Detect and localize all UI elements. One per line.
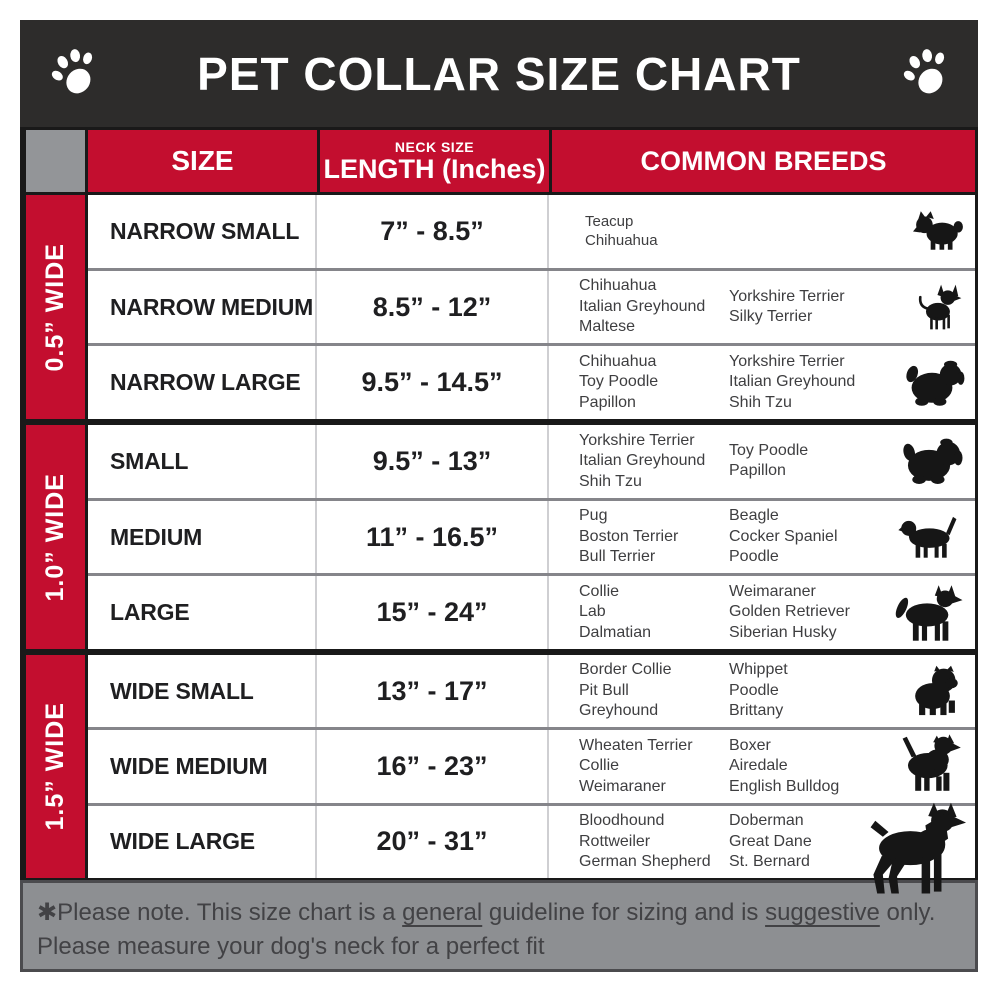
size-label: WIDE LARGE bbox=[88, 805, 317, 878]
table-row: WIDE MEDIUM 16” - 23” Wheaten Terrier Co… bbox=[88, 730, 975, 803]
note-underlined-word: suggestive bbox=[765, 899, 880, 926]
paw-print-icon bbox=[46, 47, 100, 101]
pit-bull-icon bbox=[899, 731, 965, 793]
breeds-column-1: Pug Boston Terrier Bull Terrier bbox=[579, 507, 679, 566]
note-text: ✱Please note. This size chart is a bbox=[37, 899, 403, 926]
breeds-column-2: Boxer Airedale English Bulldog bbox=[729, 736, 840, 795]
width-band-1-5: 1.5” WIDE bbox=[26, 655, 85, 878]
yorkshire-terrier-icon bbox=[913, 210, 965, 252]
neck-length-value: 9.5” - 14.5” bbox=[317, 346, 549, 420]
table-row: NARROW SMALL 7” - 8.5” Teacup Chihuahua bbox=[88, 195, 975, 268]
chihuahua-icon bbox=[913, 283, 965, 331]
german-shepherd-icon bbox=[893, 584, 965, 642]
size-label: NARROW SMALL bbox=[88, 195, 317, 268]
size-label: SMALL bbox=[88, 425, 317, 498]
breeds-column-2: Doberman Great Dane St. Bernard bbox=[729, 812, 812, 871]
neck-length-value: 20” - 31” bbox=[317, 805, 549, 878]
size-label: LARGE bbox=[88, 576, 317, 650]
neck-length-value: 7” - 8.5” bbox=[317, 195, 549, 268]
breeds-cell: Border Collie Pit Bull Greyhound Whippet… bbox=[549, 655, 975, 727]
breeds-cell: Collie Lab Dalmatian Weimaraner Golden R… bbox=[549, 576, 975, 649]
neck-size-sublabel: NECK SIZE bbox=[394, 138, 475, 155]
breeds-column-1: Chihuahua Italian Greyhound Maltese bbox=[579, 277, 706, 336]
width-band-0-5: 0.5” WIDE bbox=[26, 195, 85, 419]
breeds-column-2: Beagle Cocker Spaniel Poodle bbox=[729, 507, 838, 566]
neck-length-value: 9.5” - 13” bbox=[317, 425, 549, 498]
breeds-column-1: Collie Lab Dalmatian bbox=[579, 582, 652, 641]
note-text: guideline for sizing and is bbox=[482, 899, 766, 926]
width-band-label: 1.0” WIDE bbox=[41, 472, 69, 602]
width-band-label: 1.5” WIDE bbox=[41, 702, 69, 831]
breeds-cell: Chihuahua Toy Poodle Papillon Yorkshire … bbox=[549, 346, 975, 419]
table-row: NARROW MEDIUM 8.5” - 12” Chihuahua Itali… bbox=[88, 270, 975, 344]
shih-tzu-icon bbox=[905, 359, 965, 407]
breeds-column-2: Yorkshire Terrier Silky Terrier bbox=[729, 287, 845, 325]
neck-length-value: 16” - 23” bbox=[317, 730, 549, 803]
footer-note: ✱Please note. This size chart is a gener… bbox=[20, 880, 978, 972]
table-row: MEDIUM 11” - 16.5” Pug Boston Terrier Bu… bbox=[88, 500, 975, 574]
neck-length-value: 15” - 24” bbox=[317, 576, 549, 650]
table-row: LARGE 15” - 24” Collie Lab Dalmatian Wei… bbox=[88, 576, 975, 650]
column-header-size: SIZE bbox=[88, 130, 317, 192]
breeds-column-2: Toy Poodle Papillon bbox=[729, 441, 809, 480]
pekingese-icon bbox=[903, 436, 965, 486]
breeds-column-2: Weimaraner Golden Retriever Siberian Hus… bbox=[729, 582, 850, 641]
neck-length-value: 11” - 16.5” bbox=[317, 500, 549, 574]
width-band-1-0: 1.0” WIDE bbox=[26, 425, 85, 649]
breeds-cell: Wheaten Terrier Collie Weimaraner Boxer … bbox=[549, 730, 975, 802]
size-label: NARROW LARGE bbox=[88, 346, 317, 420]
width-group-1-0: 1.0” WIDE SMALL 9.5” - 13” Yorkshire Ter… bbox=[26, 425, 975, 650]
note-underlined-word: general bbox=[402, 899, 483, 926]
group-rows: SMALL 9.5” - 13” Yorkshire Terrier Itali… bbox=[88, 425, 975, 650]
size-label: WIDE MEDIUM bbox=[88, 730, 317, 803]
breeds-cell: Pug Boston Terrier Bull Terrier Beagle C… bbox=[549, 501, 975, 574]
breeds-column-2: Whippet Poodle Brittany bbox=[729, 661, 788, 720]
corner-cell bbox=[26, 130, 85, 192]
breeds-column-1: Border Collie Pit Bull Greyhound bbox=[579, 661, 672, 720]
table-row: WIDE SMALL 13” - 17” Border Collie Pit B… bbox=[88, 655, 975, 728]
breeds-cell: Chihuahua Italian Greyhound Maltese York… bbox=[549, 271, 975, 344]
table-row: NARROW LARGE 9.5” - 14.5” Chihuahua Toy … bbox=[88, 346, 975, 420]
note-text: only. bbox=[879, 899, 936, 926]
table-row: SMALL 9.5” - 13” Yorkshire Terrier Itali… bbox=[88, 425, 975, 498]
breeds-column-1: Teacup Chihuahua bbox=[585, 213, 658, 250]
breeds-column-1: Chihuahua Toy Poodle Papillon bbox=[579, 352, 659, 411]
doberman-icon bbox=[863, 802, 967, 898]
bulldog-icon bbox=[909, 664, 965, 718]
breeds-cell: Bloodhound Rottweiler German Shepherd Do… bbox=[549, 806, 975, 878]
breeds-column-1: Yorkshire Terrier Italian Greyhound Shih… bbox=[579, 431, 706, 490]
group-rows: NARROW SMALL 7” - 8.5” Teacup Chihuahua … bbox=[88, 195, 975, 420]
paw-print-icon bbox=[898, 47, 952, 101]
size-label: MEDIUM bbox=[88, 500, 317, 574]
size-label: NARROW MEDIUM bbox=[88, 270, 317, 344]
neck-length-value: 13” - 17” bbox=[317, 655, 549, 728]
size-table: SIZE NECK SIZE LENGTH (Inches) COMMON BR… bbox=[20, 127, 978, 880]
column-header-neck-length: NECK SIZE LENGTH (Inches) bbox=[320, 130, 549, 192]
table-row: WIDE LARGE 20” - 31” Bloodhound Rottweil… bbox=[88, 806, 975, 878]
page-title: PET COLLAR SIZE CHART bbox=[197, 47, 801, 100]
breeds-column-1: Wheaten Terrier Collie Weimaraner bbox=[579, 736, 693, 795]
width-band-label: 0.5” WIDE bbox=[41, 242, 69, 372]
breeds-cell: Yorkshire Terrier Italian Greyhound Shih… bbox=[549, 425, 975, 498]
size-label: WIDE SMALL bbox=[88, 655, 317, 728]
beagle-icon bbox=[895, 514, 965, 560]
neck-length-value: 8.5” - 12” bbox=[317, 270, 549, 344]
breeds-column-1: Bloodhound Rottweiler German Shepherd bbox=[579, 812, 711, 871]
width-group-1-5: 1.5” WIDE WIDE SMALL 13” - 17” Border Co… bbox=[26, 655, 975, 878]
group-rows: WIDE SMALL 13” - 17” Border Collie Pit B… bbox=[88, 655, 975, 878]
column-header-common-breeds: COMMON BREEDS bbox=[552, 130, 975, 192]
footer-note-line2: Please measure your dog's neck for a per… bbox=[37, 933, 545, 960]
breeds-column-2: Yorkshire Terrier Italian Greyhound Shih… bbox=[729, 352, 856, 411]
length-inches-label: LENGTH (Inches) bbox=[323, 153, 546, 184]
footer-note-line1: ✱Please note. This size chart is a gener… bbox=[37, 896, 961, 930]
width-group-0-5: 0.5” WIDE NARROW SMALL 7” - 8.5” Teacup … bbox=[26, 195, 975, 420]
title-bar: PET COLLAR SIZE CHART bbox=[20, 20, 978, 127]
breeds-cell: Teacup Chihuahua bbox=[549, 195, 975, 268]
